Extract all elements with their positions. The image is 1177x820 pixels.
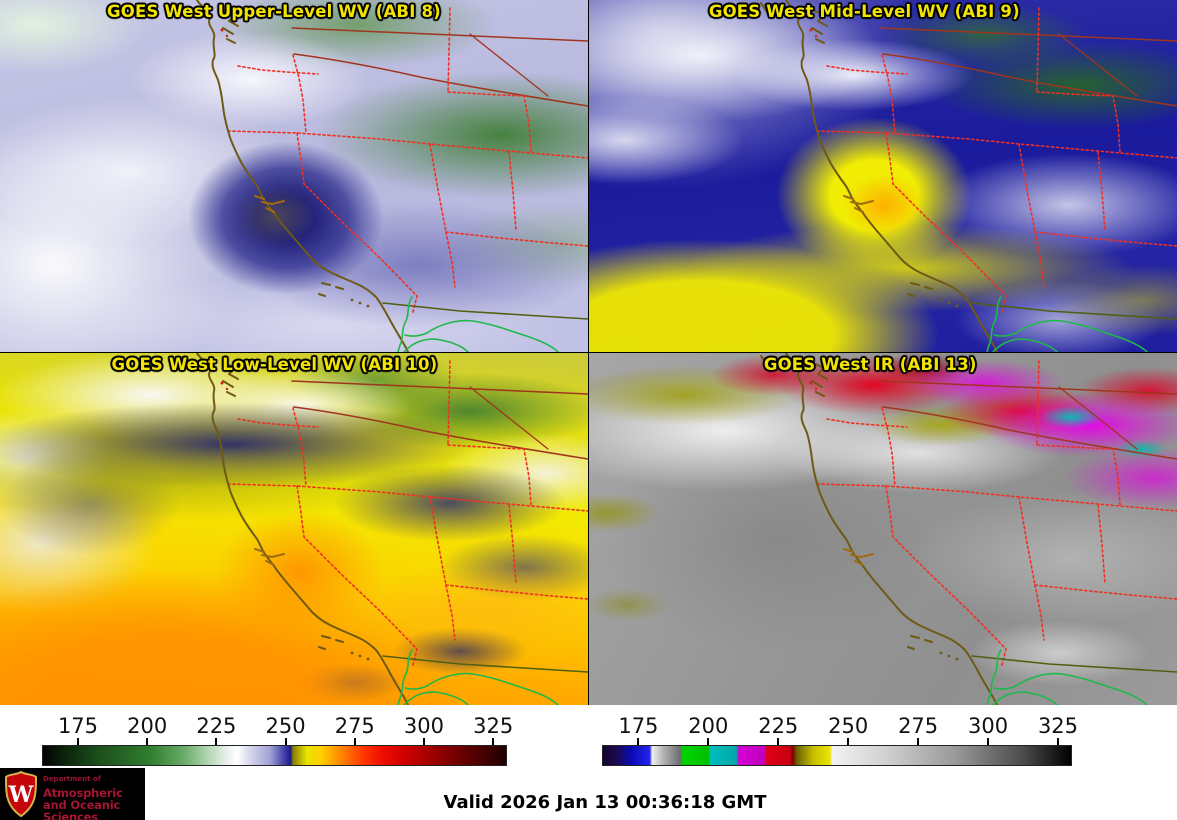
colorbar-row: 175 200 225 250 275 300 325 175 200 225 … <box>0 705 1177 768</box>
tick-label: 325 <box>473 714 514 738</box>
tick-label: 175 <box>57 714 99 738</box>
panel-title: GOES West Upper-Level WV (ABI 8) <box>107 2 441 21</box>
valid-time: Valid 2026 Jan 13 00:36:18 GMT <box>443 792 767 813</box>
tick-label: 250 <box>265 714 306 738</box>
colorbar-wv: 175 200 225 250 275 300 325 <box>42 705 513 768</box>
tick-label: 225 <box>196 714 237 738</box>
tick-mark <box>917 738 920 745</box>
tick-mark <box>422 738 425 745</box>
tick-label: 225 <box>758 714 799 738</box>
panel-low-level-wv[interactable]: GOES West Low-Level WV (ABI 10) <box>0 353 588 705</box>
tick-mark <box>284 738 287 745</box>
footer: W Department of Atmospheric and Oceanic … <box>0 768 1177 820</box>
satellite-quad-view: GOES West Upper-Level WV (ABI 8) GOES We… <box>0 0 1177 705</box>
tick-mark <box>492 738 495 745</box>
tick-mark <box>146 738 149 745</box>
tick-mark <box>707 738 710 745</box>
logo-dept-line: Department of <box>43 775 101 783</box>
tick-label: 200 <box>688 714 729 738</box>
panel-title: GOES West Low-Level WV (ABI 10) <box>111 355 438 374</box>
panel-title: GOES West Mid-Level WV (ABI 9) <box>708 2 1020 21</box>
tick-label: 250 <box>828 714 869 738</box>
uw-crest-icon: W <box>4 770 38 818</box>
map-overlay <box>171 0 588 352</box>
tick-mark <box>637 738 640 745</box>
tick-label: 300 <box>968 714 1009 738</box>
aos-logo-text: Department of Atmospheric and Oceanic Sc… <box>43 773 145 820</box>
logo-line2: and Oceanic Sciences <box>43 798 121 820</box>
panel-upper-level-wv[interactable]: GOES West Upper-Level WV (ABI 8) <box>0 0 588 352</box>
tick-mark <box>1056 738 1059 745</box>
tick-mark <box>987 738 990 745</box>
map-overlay <box>760 0 1177 352</box>
svg-text:W: W <box>8 782 34 808</box>
tick-mark <box>847 738 850 745</box>
tick-mark <box>215 738 218 745</box>
tick-mark <box>353 738 356 745</box>
tick-label: 275 <box>334 714 375 738</box>
tick-label: 325 <box>1037 714 1079 738</box>
colorbar-ir: 175 200 225 250 275 300 325 <box>602 705 1078 768</box>
panel-mid-level-wv[interactable]: GOES West Mid-Level WV (ABI 9) <box>589 0 1177 352</box>
tick-label: 175 <box>618 714 659 738</box>
map-overlay <box>760 353 1177 705</box>
colorbar-ir-gradient <box>602 745 1072 766</box>
tick-label: 200 <box>127 714 168 738</box>
aos-logo: W Department of Atmospheric and Oceanic … <box>0 768 145 820</box>
logo-line1: Atmospheric <box>43 786 123 800</box>
tick-label: 300 <box>403 714 444 738</box>
panel-ir[interactable]: GOES West IR (ABI 13) <box>589 353 1177 705</box>
tick-mark <box>777 738 780 745</box>
tick-label: 275 <box>898 714 939 738</box>
tick-mark <box>76 738 79 745</box>
colorbar-wv-gradient <box>42 745 507 766</box>
panel-title: GOES West IR (ABI 13) <box>763 355 977 374</box>
map-overlay <box>171 353 588 705</box>
